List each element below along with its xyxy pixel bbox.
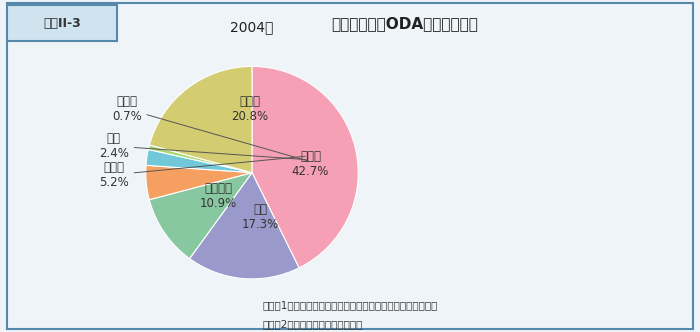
Title: 2004年: 2004年 — [230, 21, 274, 35]
Wedge shape — [148, 145, 252, 173]
Text: 中南米
5.2%: 中南米 5.2% — [99, 156, 305, 189]
Text: 日本の二国間ODAの地域別実績: 日本の二国間ODAの地域別実績 — [331, 16, 478, 31]
Text: その他
20.8%: その他 20.8% — [231, 95, 268, 123]
Text: 注：（1）四捨五入の関係上、合計が一致しないことがある。: 注：（1）四捨五入の関係上、合計が一致しないことがある。 — [263, 300, 438, 310]
Text: 中東
17.3%: 中東 17.3% — [242, 203, 279, 231]
Wedge shape — [149, 66, 252, 173]
FancyBboxPatch shape — [7, 5, 117, 41]
Wedge shape — [149, 173, 252, 259]
Text: 大洋州
0.7%: 大洋州 0.7% — [112, 95, 307, 161]
Text: アジア
42.7%: アジア 42.7% — [292, 150, 329, 178]
Wedge shape — [252, 66, 358, 268]
Wedge shape — [146, 149, 252, 173]
Text: 図表II-3: 図表II-3 — [43, 17, 80, 30]
Text: 欧州
2.4%: 欧州 2.4% — [99, 132, 306, 160]
Wedge shape — [190, 173, 299, 279]
Text: アフリカ
10.9%: アフリカ 10.9% — [199, 182, 237, 210]
Wedge shape — [146, 165, 252, 200]
Text: （2）東欧及び卒業国を含む。: （2）東欧及び卒業国を含む。 — [263, 319, 363, 329]
